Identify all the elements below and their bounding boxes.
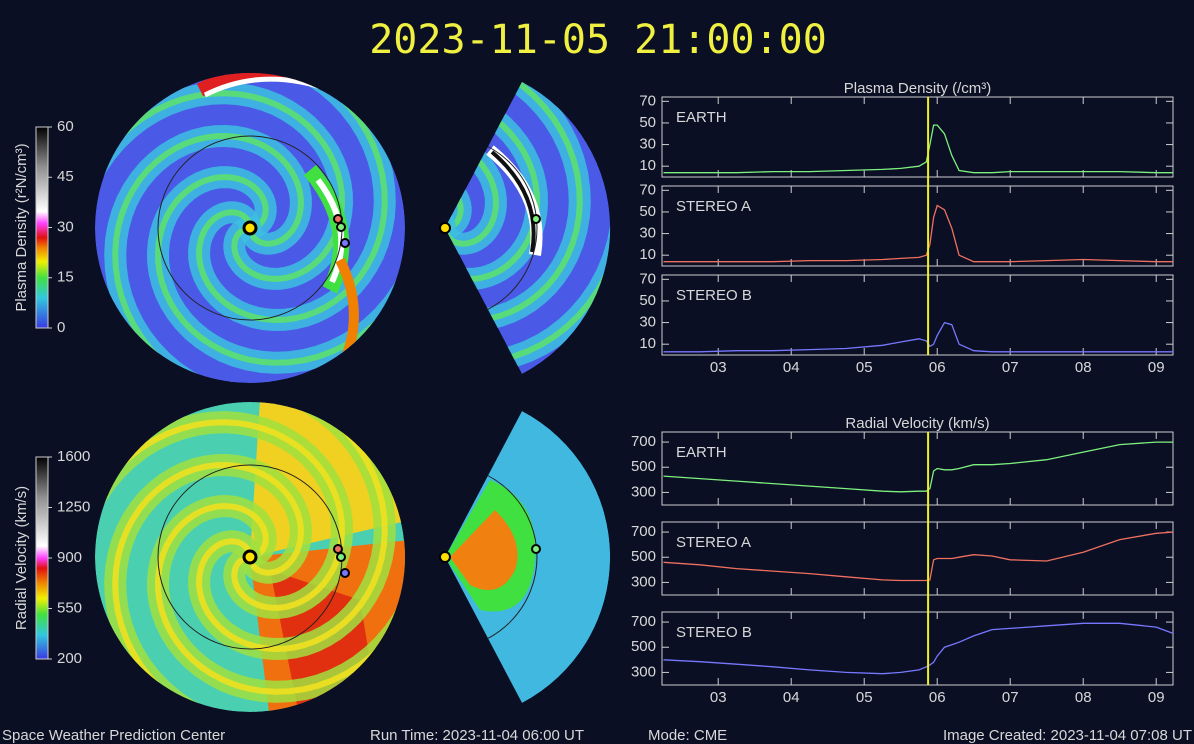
spiral-arm (445, 90, 541, 359)
bodies (242, 214, 541, 578)
y-tick-label: 700 (631, 523, 656, 540)
y-tick-label: 300 (631, 573, 656, 590)
y-tick-label: 10 (639, 246, 656, 263)
timestamp: 2023-11-05 21:00:00 (369, 17, 827, 63)
colorbar-label: Radial Velocity (km/s) (13, 486, 30, 630)
colorbar-tick-label: 900 (57, 549, 82, 566)
y-tick-label: 300 (631, 663, 656, 680)
series-line (663, 531, 1174, 582)
x-tick-label: 07 (1002, 359, 1019, 376)
x-tick-label: 07 (1002, 689, 1019, 706)
series-name: STEREO B (676, 287, 752, 304)
y-tick-label: 500 (631, 458, 656, 475)
plot-frame (661, 521, 1174, 596)
colorbar-tick-label: 60 (57, 118, 74, 135)
x-tick-label: 06 (929, 359, 946, 376)
series-line (663, 204, 1173, 263)
y-tick-label: 10 (639, 157, 656, 174)
colorbar-tick-label: 0 (57, 319, 65, 336)
y-tick-label: 300 (631, 483, 656, 500)
series-line (663, 124, 1173, 174)
chart-title: Radial Velocity (km/s) (845, 415, 989, 432)
x-tick-label: 09 (1148, 689, 1165, 706)
colorbar (35, 126, 49, 329)
colorbar-label: Plasma Density (r²N/cm³) (13, 143, 30, 311)
y-tick-label: 500 (631, 548, 656, 565)
series-name: STEREO A (676, 198, 751, 215)
colorbar-tick-label: 30 (57, 218, 74, 235)
x-tick-label: 03 (710, 689, 727, 706)
y-tick-label: 700 (631, 613, 656, 630)
colorbar-tick-label: 1600 (57, 448, 90, 465)
spiral-arm (445, 132, 576, 374)
velocity-wedge (445, 411, 611, 703)
footer-run-time: Run Time: 2023-11-04 06:00 UT (370, 727, 584, 744)
colorbar-tick-label: 1250 (57, 498, 90, 515)
x-tick-label: 05 (856, 359, 873, 376)
colorbar-tick-label: 550 (57, 599, 82, 616)
series-name: STEREO B (676, 624, 752, 641)
series-name: STEREO A (676, 534, 751, 551)
chart-title: Plasma Density (/cm³) (844, 80, 992, 97)
x-tick-label: 08 (1075, 359, 1092, 376)
y-tick-label: 50 (639, 203, 656, 220)
x-tick-label: 05 (856, 689, 873, 706)
x-tick-label: 04 (783, 689, 800, 706)
y-tick-label: 50 (639, 292, 656, 309)
y-tick-label: 70 (639, 270, 656, 287)
y-tick-label: 70 (639, 92, 656, 109)
y-tick-label: 30 (639, 225, 656, 242)
y-tick-label: 500 (631, 638, 656, 655)
y-tick-label: 700 (631, 433, 656, 450)
y-tick-label: 30 (639, 314, 656, 331)
footer-center: Space Weather Prediction Center (2, 727, 225, 744)
series-name: EARTH (676, 444, 727, 461)
plot-frame (661, 185, 1174, 267)
colorbar-tick-label: 45 (57, 168, 74, 185)
series-line (663, 321, 1173, 353)
footer-mode: Mode: CME (648, 727, 727, 744)
x-tick-label: 04 (783, 359, 800, 376)
colorbar (35, 456, 49, 660)
plot-frame (661, 96, 1174, 178)
colorbar-tick-label: 200 (57, 650, 82, 667)
y-tick-label: 10 (639, 335, 656, 352)
x-tick-label: 09 (1148, 359, 1165, 376)
series-line (663, 622, 1174, 675)
x-tick-label: 03 (710, 359, 727, 376)
plot-frame (661, 431, 1174, 506)
x-tick-label: 06 (929, 689, 946, 706)
y-tick-label: 50 (639, 114, 656, 131)
y-tick-label: 70 (639, 181, 656, 198)
x-tick-label: 08 (1075, 689, 1092, 706)
colorbar-tick-label: 15 (57, 269, 74, 286)
plot-frame (661, 611, 1174, 686)
plot-frame (661, 274, 1174, 356)
series-line (663, 441, 1173, 493)
footer-created: Image Created: 2023-11-04 07:08 UT (943, 727, 1192, 744)
y-tick-label: 30 (639, 136, 656, 153)
series-name: EARTH (676, 109, 727, 126)
